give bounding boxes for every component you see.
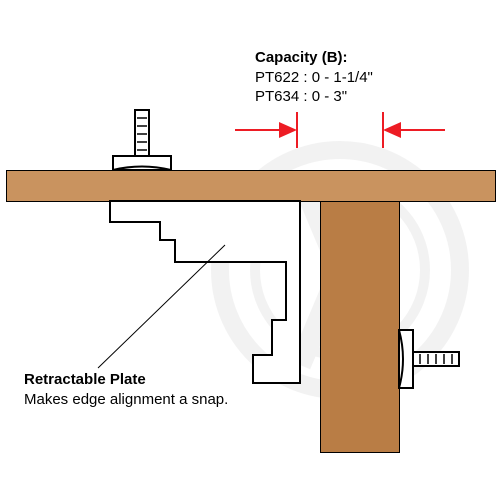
clamp-top	[113, 110, 171, 170]
capacity-label: Capacity (B): PT622 : 0 - 1-1/4" PT634 :…	[255, 48, 373, 107]
capacity-line-2: PT634 : 0 - 3"	[255, 87, 373, 107]
retractable-title: Retractable Plate	[24, 370, 228, 390]
retractable-desc: Makes edge alignment a snap.	[24, 390, 228, 410]
clamp-right	[399, 330, 459, 388]
jig-profile	[110, 201, 300, 383]
diagram-canvas: Capacity (B): PT622 : 0 - 1-1/4" PT634 :…	[0, 0, 500, 500]
dimension-arrow-right	[383, 112, 445, 148]
svg-layer	[0, 0, 500, 500]
dimension-arrow-left	[235, 112, 297, 148]
capacity-line-1: PT622 : 0 - 1-1/4"	[255, 68, 373, 88]
retractable-label: Retractable Plate Makes edge alignment a…	[24, 370, 228, 409]
capacity-title: Capacity (B):	[255, 48, 373, 68]
leader-line	[98, 245, 225, 368]
